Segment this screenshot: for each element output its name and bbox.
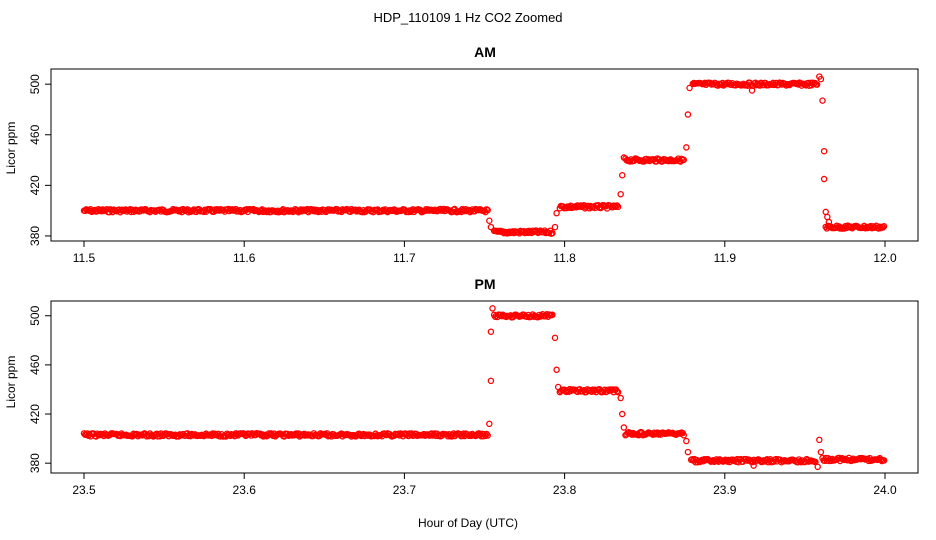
- am-x-ticks: 11.5 11.6 11.7 11.8 11.9 12.0: [73, 241, 897, 265]
- pm-data-point: [486, 420, 493, 428]
- am-data-point: [862, 224, 869, 232]
- am-data-point: [551, 223, 559, 231]
- pm-data-point: [554, 383, 562, 391]
- am-data-point: [680, 156, 688, 164]
- am-data-point: [553, 209, 560, 217]
- pm-x-tick-label: 24.0: [873, 483, 897, 497]
- am-points: [80, 73, 888, 237]
- am-data-point: [619, 171, 626, 179]
- pm-data-point: [530, 313, 537, 320]
- pm-x-tick-label: 23.8: [553, 483, 577, 497]
- am-data-point: [820, 147, 828, 155]
- am-x-tick-label: 11.5: [73, 251, 96, 265]
- am-data-point: [620, 154, 628, 161]
- am-data-point: [684, 111, 692, 118]
- pm-x-ticks: 23.5 23.6 23.7 23.8 23.9 24.0: [72, 473, 897, 497]
- pm-y-tick-label: 500: [28, 305, 42, 325]
- am-data-point: [613, 202, 621, 209]
- am-data-point: [876, 223, 883, 231]
- am-data-point: [825, 218, 833, 226]
- am-data-point: [817, 75, 825, 83]
- pm-data-point: [816, 436, 823, 444]
- pm-y-tick-label: 460: [28, 355, 42, 375]
- pm-data-point: [619, 410, 626, 418]
- am-data-point: [484, 206, 491, 214]
- pm-data-point: [695, 457, 703, 465]
- pm-data-point: [489, 305, 496, 312]
- pm-data-point: [617, 394, 624, 402]
- am-y-tick-label: 500: [28, 74, 42, 94]
- am-x-tick-label: 11.8: [553, 251, 576, 265]
- pm-data-point: [484, 432, 491, 439]
- am-data-point: [430, 207, 438, 215]
- am-panel-title: AM: [474, 44, 496, 60]
- pm-data-point: [613, 388, 621, 395]
- am-data-point: [879, 224, 887, 231]
- pm-data-point: [880, 457, 888, 464]
- pm-y-axis-label: Licor ppm: [4, 356, 18, 409]
- am-data-point: [612, 203, 620, 211]
- pm-data-point: [614, 388, 622, 396]
- am-x-tick-label: 11.9: [714, 251, 737, 265]
- am-x-tick-label: 12.0: [873, 251, 897, 265]
- am-data-point: [549, 229, 556, 237]
- pm-data-point: [683, 437, 690, 445]
- pm-data-point: [553, 366, 560, 374]
- pm-x-tick-label: 23.5: [72, 483, 96, 497]
- pm-data-point: [302, 431, 310, 438]
- pm-data-point: [266, 431, 274, 438]
- pm-x-tick-label: 23.6: [233, 483, 257, 497]
- figure-title: HDP_110109 1 Hz CO2 Zoomed: [373, 10, 562, 25]
- pm-data-point: [487, 377, 495, 385]
- pm-data-point: [817, 448, 825, 456]
- am-data-point: [836, 225, 844, 232]
- pm-x-tick-label: 23.9: [713, 483, 737, 497]
- am-data-point: [683, 144, 690, 151]
- am-data-point: [880, 223, 888, 230]
- am-x-tick-label: 11.6: [233, 251, 256, 265]
- pm-x-tick-label: 23.7: [393, 483, 417, 497]
- am-data-point: [617, 190, 624, 198]
- pm-plot-frame: [50, 300, 919, 474]
- pm-data-point: [549, 311, 556, 319]
- pm-panel: PM Licor ppm 23.5 23.6 23.7 23.8 23.9 24.0 38…: [4, 276, 919, 497]
- am-data-point: [748, 87, 756, 94]
- pm-points: [80, 305, 888, 471]
- pm-data-point: [487, 328, 495, 335]
- pm-data-point: [684, 448, 692, 456]
- am-data-point: [813, 81, 821, 88]
- am-y-axis-label: Licor ppm: [4, 122, 18, 175]
- pm-y-ticks: 380 420 460 500: [28, 305, 51, 473]
- pm-data-point: [551, 334, 559, 342]
- am-data-point: [820, 175, 828, 183]
- am-plot-frame: [50, 68, 919, 242]
- pm-y-tick-label: 380: [28, 453, 42, 473]
- am-data-point: [487, 223, 495, 231]
- am-x-tick-label: 11.7: [393, 251, 416, 265]
- x-axis-label: Hour of Day (UTC): [418, 516, 518, 530]
- am-data-point: [819, 97, 826, 104]
- am-y-tick-label: 420: [28, 175, 42, 195]
- am-data-point: [614, 203, 622, 211]
- pm-data-point: [814, 463, 821, 471]
- am-y-ticks: 380 420 460 500: [28, 74, 51, 246]
- pm-data-point: [680, 431, 688, 439]
- am-data-point: [686, 84, 693, 92]
- am-y-tick-label: 380: [28, 226, 42, 246]
- am-y-tick-label: 460: [28, 124, 42, 144]
- pm-data-point: [620, 424, 628, 431]
- am-data-point: [486, 217, 493, 225]
- pm-panel-title: PM: [475, 276, 496, 292]
- am-panel: AM Licor ppm 11.5 11.6 11.7 11.8 11.9 12.0 38…: [4, 44, 919, 265]
- pm-data-point: [750, 462, 757, 469]
- pm-y-tick-label: 420: [28, 404, 42, 424]
